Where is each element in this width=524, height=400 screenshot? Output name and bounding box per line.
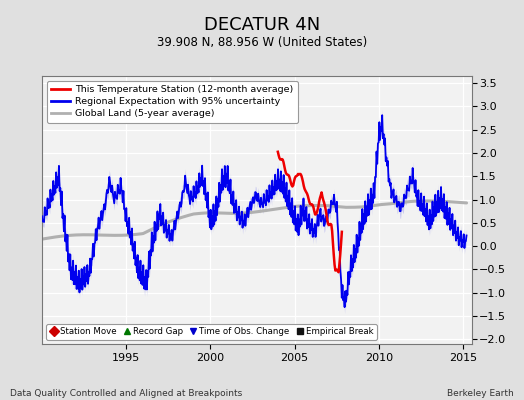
Y-axis label: Temperature Anomaly (°C): Temperature Anomaly (°C) [523,140,524,280]
Legend: Station Move, Record Gap, Time of Obs. Change, Empirical Break: Station Move, Record Gap, Time of Obs. C… [46,324,377,340]
Text: 39.908 N, 88.956 W (United States): 39.908 N, 88.956 W (United States) [157,36,367,49]
Text: DECATUR 4N: DECATUR 4N [204,16,320,34]
Text: Berkeley Earth: Berkeley Earth [447,389,514,398]
Text: Data Quality Controlled and Aligned at Breakpoints: Data Quality Controlled and Aligned at B… [10,389,243,398]
